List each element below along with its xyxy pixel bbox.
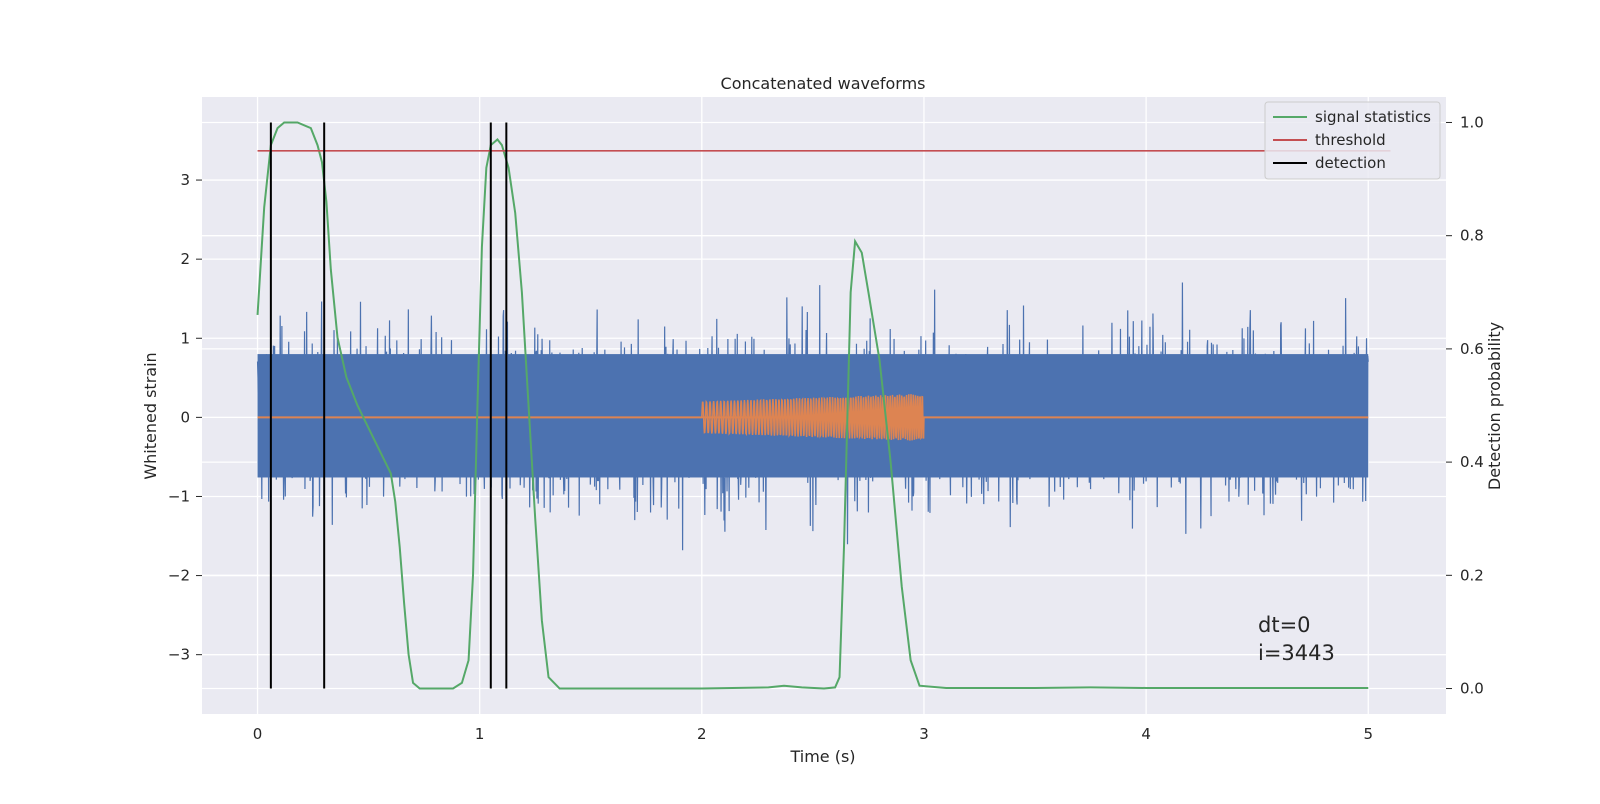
- x-tick-label: 5: [1363, 725, 1373, 743]
- chart-title: Concatenated waveforms: [721, 74, 926, 93]
- x-tick-label: 3: [919, 725, 929, 743]
- x-tick-label: 4: [1141, 725, 1151, 743]
- y2-axis-label: Detection probability: [1485, 322, 1504, 490]
- legend-box: [1264, 101, 1441, 180]
- y2-tick-label: 1.0: [1460, 113, 1484, 131]
- y-tick-label: 0: [180, 408, 190, 426]
- y-tick-label: 3: [180, 171, 190, 189]
- y2-tick-label: 0.8: [1460, 227, 1484, 245]
- annotation-text: i=3443: [1258, 641, 1335, 665]
- legend-label: detection: [1315, 154, 1386, 172]
- y2-tick-label: 0.2: [1460, 566, 1484, 584]
- x-tick-label: 2: [697, 725, 707, 743]
- x-axis-label: Time (s): [789, 747, 855, 766]
- y-tick-label: −1: [168, 487, 190, 505]
- signal-statistics-line: [256, 121, 1369, 690]
- legend-label: threshold: [1315, 131, 1386, 149]
- x-tick-label: 0: [253, 725, 263, 743]
- y2-tick-label: 0.4: [1460, 453, 1484, 471]
- y-axis-label: Whitened strain: [141, 352, 160, 479]
- y-tick-label: 1: [180, 329, 190, 347]
- annotation-text: dt=0: [1258, 613, 1311, 637]
- legend-label: signal statistics: [1315, 108, 1431, 126]
- y-tick-label: 2: [180, 250, 190, 268]
- y-tick-label: −2: [168, 567, 190, 585]
- y2-tick-label: 0.6: [1460, 340, 1484, 358]
- x-tick-label: 1: [475, 725, 485, 743]
- y-tick-label: −3: [168, 646, 190, 664]
- y2-tick-label: 0.0: [1460, 680, 1484, 698]
